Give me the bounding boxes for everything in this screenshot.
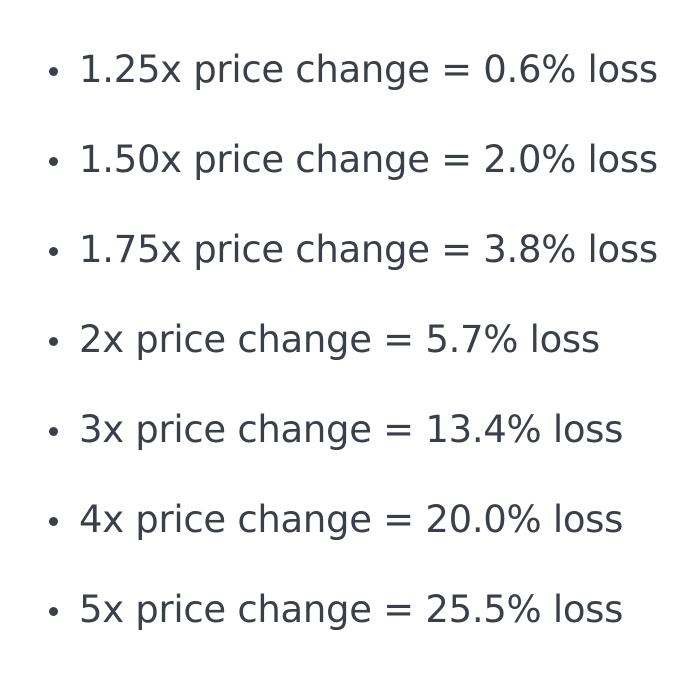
list-item: 1.50x price change = 2.0% loss [0, 136, 700, 196]
list-item: 4x price change = 20.0% loss [0, 496, 700, 556]
list-item-text: 3x price change = 13.4% loss [79, 408, 624, 451]
list-item-text: 1.50x price change = 2.0% loss [79, 138, 658, 181]
bullet-icon [49, 607, 58, 616]
bullet-icon [49, 247, 58, 256]
list-item: 1.75x price change = 3.8% loss [0, 226, 700, 286]
list-item-text: 5x price change = 25.5% loss [79, 588, 624, 631]
bullet-icon [49, 67, 58, 76]
list-item: 2x price change = 5.7% loss [0, 316, 700, 376]
list-item: 1.25x price change = 0.6% loss [0, 46, 700, 106]
list-item: 5x price change = 25.5% loss [0, 586, 700, 646]
bullet-icon [49, 427, 58, 436]
list-item-text: 4x price change = 20.0% loss [79, 498, 624, 541]
list-item-text: 2x price change = 5.7% loss [79, 318, 600, 361]
list-item: 3x price change = 13.4% loss [0, 406, 700, 466]
bullet-icon [49, 157, 58, 166]
list-item-text: 1.25x price change = 0.6% loss [79, 48, 658, 91]
bullet-icon [49, 337, 58, 346]
bullet-icon [49, 517, 58, 526]
list-item-text: 1.75x price change = 3.8% loss [79, 228, 658, 271]
